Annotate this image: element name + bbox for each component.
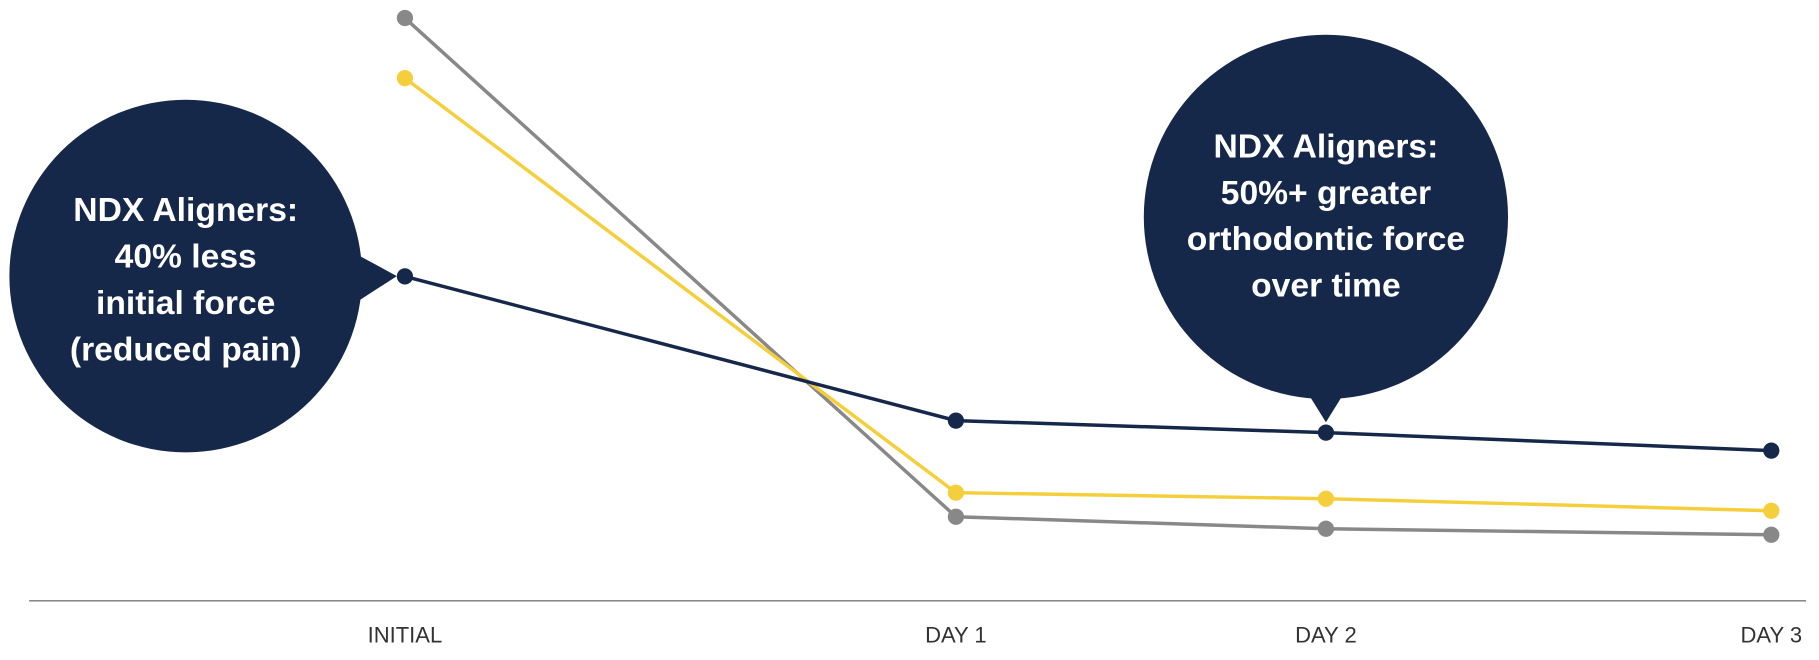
x-tick-label: INITIAL (368, 623, 443, 648)
x-tick-label: DAY 3 (1741, 623, 1803, 648)
callout-text: NDX Aligners: (1214, 128, 1439, 165)
point (947, 412, 965, 429)
point (1763, 442, 1780, 459)
point (1317, 520, 1335, 537)
callout-text: NDX Aligners: (73, 192, 298, 229)
callout-text: 40% less (115, 239, 257, 276)
point (396, 9, 414, 27)
point (396, 268, 414, 285)
callout-pointer (353, 252, 397, 304)
point (1763, 526, 1780, 543)
x-tick-label: DAY 1 (925, 623, 987, 648)
callout-text: orthodontic force (1187, 221, 1465, 258)
series-line (403, 76, 1772, 513)
callout-text: over time (1251, 268, 1401, 305)
series-line (403, 16, 1772, 537)
x-tick-label: DAY 2 (1295, 623, 1357, 648)
point (947, 484, 965, 501)
series-line (404, 274, 1772, 453)
callout-bubble (1143, 34, 1509, 400)
callout-text: initial force (96, 285, 275, 322)
callout-pointer (1305, 388, 1347, 423)
callout-bubble (9, 99, 363, 453)
point (947, 508, 965, 525)
point (396, 69, 414, 87)
point (1317, 490, 1335, 507)
point (1763, 502, 1780, 519)
callout-text: (reduced pain) (70, 331, 302, 368)
point (1317, 424, 1335, 441)
callout-text: 50%+ greater (1221, 175, 1431, 212)
